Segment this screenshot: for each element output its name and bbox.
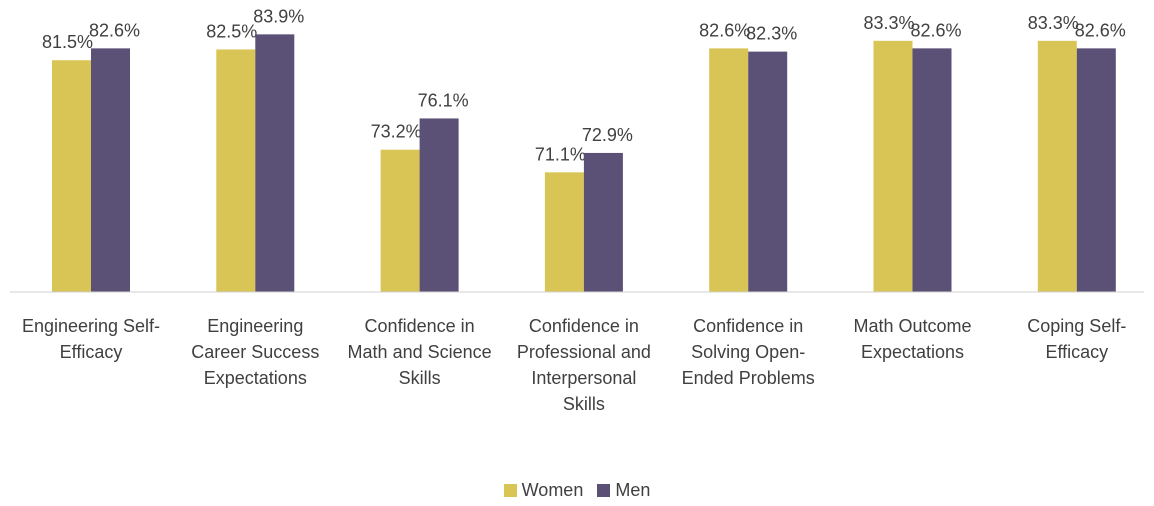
x-tick-label: Confidence in Solving Open-Ended Problem… [681, 316, 815, 388]
x-tick-label: Engineering Self-Efficacy [21, 316, 161, 362]
bar [544, 172, 584, 292]
x-tick-label: Engineering Career Success Expectations [191, 316, 320, 388]
x-tick-label: Coping Self-Efficacy [1027, 316, 1127, 362]
data-label: 73.2% [371, 122, 422, 142]
data-label: 72.9% [582, 125, 633, 145]
bar [380, 149, 420, 292]
data-label: 82.3% [746, 24, 797, 44]
bar [52, 60, 91, 293]
bar [912, 48, 952, 292]
x-tick-label: Confidence in Math and Science Skills [347, 316, 492, 388]
bar [873, 40, 913, 292]
x-tick-label: Confidence in Professional and Interpers… [516, 316, 651, 414]
bar [1037, 40, 1077, 292]
bar [419, 118, 459, 292]
data-label: 82.5% [206, 21, 257, 41]
data-label: 82.6% [89, 20, 140, 40]
bar [216, 49, 256, 293]
data-label: 82.6% [910, 20, 961, 40]
data-label: 81.5% [42, 32, 93, 52]
data-label: 82.6% [1075, 20, 1126, 40]
bar [91, 48, 130, 292]
data-label: 83.3% [1028, 13, 1079, 33]
bar [748, 51, 788, 292]
bar [709, 48, 749, 292]
bar [255, 34, 295, 292]
legend-label: Men [615, 480, 651, 500]
x-tick-label: Math Outcome Expectations [853, 316, 972, 362]
legend-item: Men [597, 480, 650, 501]
data-label: 71.1% [535, 144, 586, 164]
data-label: 82.6% [699, 20, 750, 40]
legend-item: Women [503, 480, 584, 501]
data-label: 83.3% [863, 13, 914, 33]
bar [1076, 48, 1116, 292]
legend-label: Women [521, 480, 584, 500]
legend-swatch [503, 484, 517, 497]
data-label: 76.1% [418, 90, 469, 110]
legend-swatch [597, 484, 611, 497]
legend: Women Men [0, 480, 1154, 501]
bar [583, 152, 623, 292]
data-label: 83.9% [253, 6, 304, 26]
